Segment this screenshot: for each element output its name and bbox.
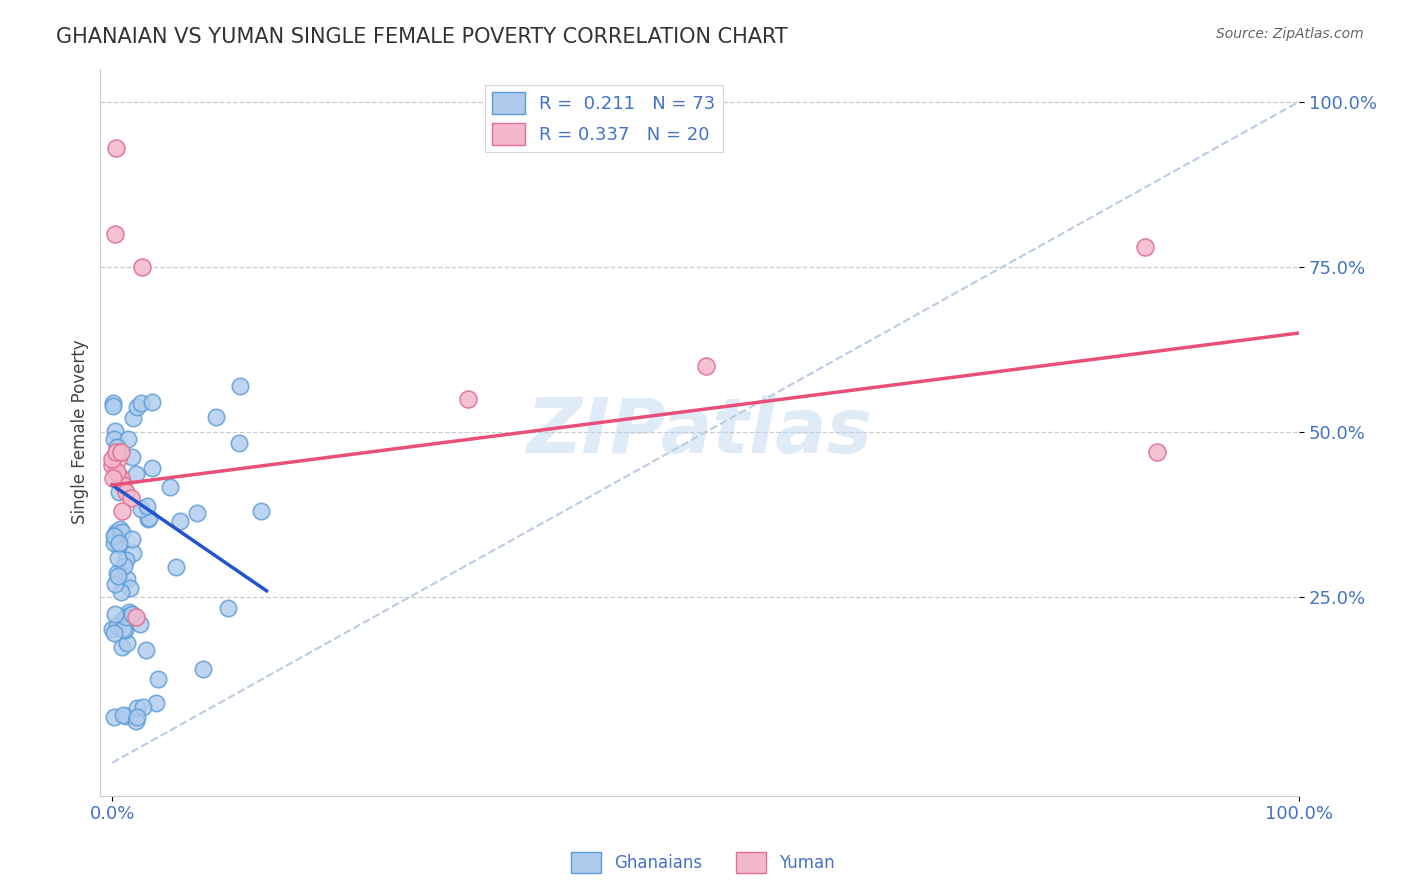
Point <box>191 662 214 676</box>
Point <box>131 260 153 274</box>
Point <box>125 467 148 481</box>
Point <box>118 605 141 619</box>
Point <box>125 610 148 624</box>
Point <box>105 465 128 479</box>
Point <box>122 410 145 425</box>
Point <box>111 623 134 637</box>
Point <box>103 471 125 485</box>
Point <box>132 700 155 714</box>
Point <box>107 550 129 565</box>
Point <box>135 642 157 657</box>
Point <box>107 538 129 552</box>
Point <box>115 484 138 499</box>
Point <box>121 546 143 560</box>
Point <box>120 491 142 506</box>
Point <box>103 607 125 621</box>
Point <box>695 359 717 373</box>
Point <box>105 618 128 632</box>
Point <box>107 451 129 466</box>
Point <box>115 553 138 567</box>
Y-axis label: Single Female Poverty: Single Female Poverty <box>72 340 89 524</box>
Point <box>159 480 181 494</box>
Point <box>101 396 124 410</box>
Point <box>101 458 124 473</box>
Point <box>120 581 142 595</box>
Point <box>121 532 143 546</box>
Point <box>125 710 148 724</box>
Point <box>105 566 128 580</box>
Point <box>110 445 132 459</box>
Point <box>115 636 138 650</box>
Point <box>249 504 271 518</box>
Point <box>103 529 125 543</box>
Point <box>141 460 163 475</box>
Legend: Ghanaians, Yuman: Ghanaians, Yuman <box>564 846 842 880</box>
Point <box>104 424 127 438</box>
Point <box>103 709 125 723</box>
Point <box>229 379 252 393</box>
Point <box>135 499 157 513</box>
Point <box>110 584 132 599</box>
Point <box>104 227 127 241</box>
Point <box>104 577 127 591</box>
Point <box>114 709 136 723</box>
Point <box>103 432 125 446</box>
Point <box>125 400 148 414</box>
Point <box>101 622 124 636</box>
Point <box>111 478 134 492</box>
Point <box>104 527 127 541</box>
Point <box>107 569 129 583</box>
Point <box>104 525 127 540</box>
Point <box>108 536 131 550</box>
Point <box>111 613 134 627</box>
Point <box>129 617 152 632</box>
Point <box>110 471 132 485</box>
Point <box>105 441 128 455</box>
Point <box>103 535 125 549</box>
Text: ZIPatlas: ZIPatlas <box>527 395 873 469</box>
Point <box>124 714 146 729</box>
Point <box>103 625 125 640</box>
Point <box>145 696 167 710</box>
Point <box>108 470 131 484</box>
Point <box>205 409 228 424</box>
Point <box>129 396 152 410</box>
Legend: R =  0.211   N = 73, R = 0.337   N = 20: R = 0.211 N = 73, R = 0.337 N = 20 <box>485 85 723 153</box>
Point <box>169 514 191 528</box>
Point <box>111 640 134 654</box>
Point <box>186 506 208 520</box>
Point <box>129 502 152 516</box>
Point <box>117 433 139 447</box>
Point <box>1146 445 1168 459</box>
Point <box>110 523 132 537</box>
Point <box>138 511 160 525</box>
Point <box>127 701 149 715</box>
Point <box>112 559 135 574</box>
Point <box>457 392 479 406</box>
Point <box>165 560 187 574</box>
Point <box>108 485 131 500</box>
Point <box>228 435 250 450</box>
Point <box>121 607 143 622</box>
Point <box>136 512 159 526</box>
Point <box>104 141 127 155</box>
Point <box>112 708 135 723</box>
Point <box>115 610 138 624</box>
Point <box>111 524 134 539</box>
Point <box>115 572 138 586</box>
Point <box>104 445 127 459</box>
Text: GHANAIAN VS YUMAN SINGLE FEMALE POVERTY CORRELATION CHART: GHANAIAN VS YUMAN SINGLE FEMALE POVERTY … <box>56 27 787 46</box>
Point <box>141 395 163 409</box>
Point <box>146 672 169 686</box>
Point <box>1133 240 1156 254</box>
Point <box>114 623 136 637</box>
Point <box>101 451 124 466</box>
Point <box>120 608 142 623</box>
Point <box>111 504 134 518</box>
Point <box>121 450 143 464</box>
Point <box>104 464 127 478</box>
Point <box>101 399 124 413</box>
Text: Source: ZipAtlas.com: Source: ZipAtlas.com <box>1216 27 1364 41</box>
Point <box>217 600 239 615</box>
